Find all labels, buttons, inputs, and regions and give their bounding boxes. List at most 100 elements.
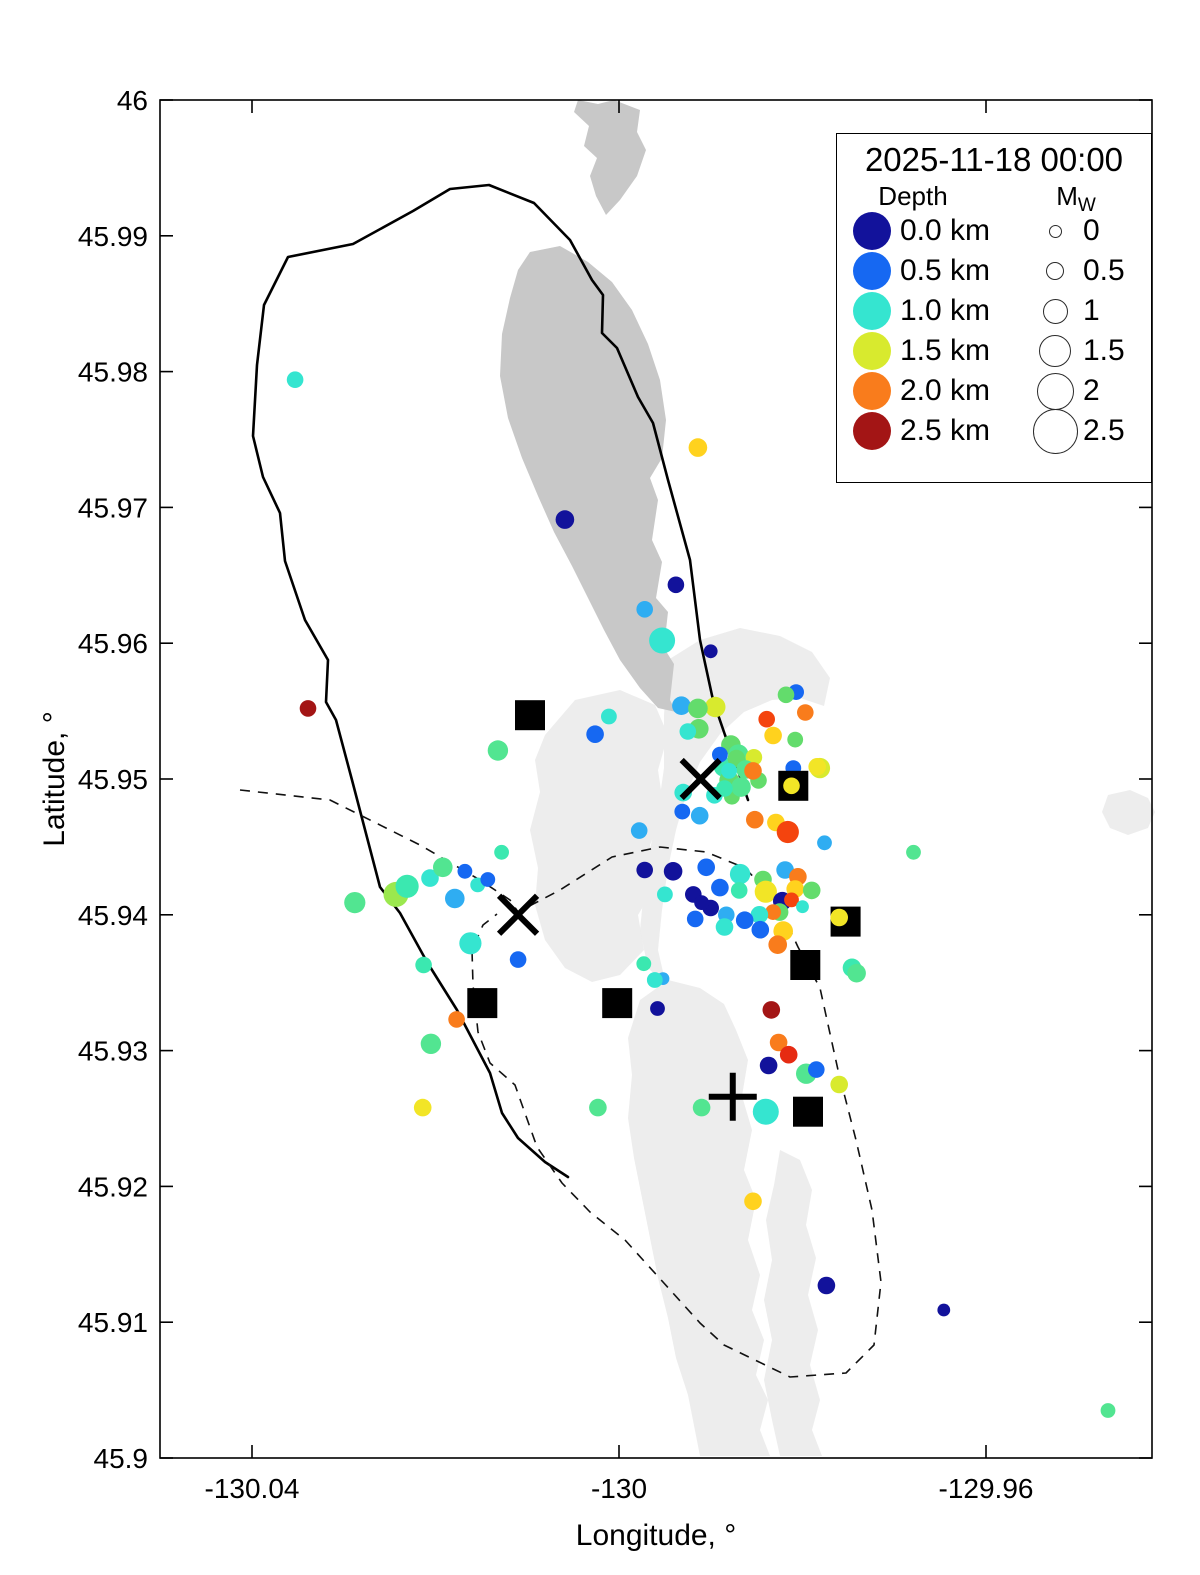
earthquake-dot <box>649 627 676 654</box>
earthquake-dot <box>711 878 729 897</box>
earthquake-dot <box>555 510 575 529</box>
earthquake-dot <box>688 438 708 457</box>
earthquake-dot <box>787 731 804 748</box>
y-tick-label: 45.92 <box>78 1171 148 1202</box>
land-dark-polygon <box>574 100 646 215</box>
earthquake-dot <box>744 1192 762 1211</box>
station-square-marker <box>467 988 498 1019</box>
y-tick-label: 45.91 <box>78 1307 148 1338</box>
legend-mw-row: 0 <box>1031 211 1141 251</box>
earthquake-dot <box>692 1098 711 1117</box>
earthquake-dot <box>777 686 795 704</box>
earthquake-dot <box>636 861 653 879</box>
mw-size-circle <box>1042 298 1068 324</box>
land-light-polygon <box>764 1150 822 1456</box>
mw-size-circle <box>1036 372 1074 410</box>
earthquake-dot <box>674 803 691 820</box>
land-light-polygon <box>1102 790 1155 835</box>
legend-depth-row: 2.5 km <box>853 411 1031 451</box>
earthquake-layer <box>286 371 1116 1418</box>
depth-row-label: 2.0 km <box>900 374 991 407</box>
land-light-polygon <box>640 628 830 985</box>
mw-size-circle <box>1039 335 1071 367</box>
earthquake-dot <box>712 746 728 763</box>
earthquake-dot <box>754 880 777 903</box>
legend-depth-row: 2.0 km <box>853 371 1031 411</box>
y-tick-label: 45.9 <box>94 1443 149 1474</box>
earthquake-dot <box>765 904 781 920</box>
earthquake-dot <box>744 762 762 780</box>
caldera-outline-layer <box>239 183 882 1378</box>
earthquake-dot <box>697 858 715 877</box>
earthquake-dot <box>413 1098 432 1117</box>
legend-depth-row: 1.0 km <box>853 291 1031 331</box>
x-marker <box>679 757 722 801</box>
earthquake-dot <box>601 708 617 725</box>
station-square-marker <box>790 950 821 980</box>
axes-frame-layer <box>159 99 1153 1459</box>
earthquake-dot <box>735 911 754 929</box>
station-square-marker <box>793 1096 823 1127</box>
earthquake-dot <box>420 1033 442 1055</box>
y-tick-label: 45.97 <box>78 492 148 523</box>
bathymetry-land-layer <box>500 100 1155 1456</box>
legend-title: 2025-11-18 00:00 <box>864 141 1124 178</box>
earthquake-dot <box>694 895 709 910</box>
earthquake-dot <box>663 862 683 881</box>
legend-mw-row: 2 <box>1031 371 1141 411</box>
earthquake-dot <box>686 910 704 928</box>
earthquake-dot <box>847 963 866 983</box>
earthquake-dot <box>721 763 737 779</box>
legend-depth-row: 0.5 km <box>853 251 1031 291</box>
earthquake-dot <box>784 892 799 908</box>
earthquake-dot <box>690 806 709 825</box>
caldera-rim-outline <box>251 183 750 1179</box>
earthquake-dot <box>448 1011 465 1028</box>
mw-size-circle <box>1048 224 1062 238</box>
mw-row-label: 0 <box>1083 214 1100 247</box>
legend: 2025-11-18 00:00 Depth 0.0 km 0.5 km 1.0 k… <box>836 133 1152 483</box>
y-tick-label: 45.94 <box>78 900 148 931</box>
depth-color-swatch <box>853 292 891 330</box>
mw-row-label: 1 <box>1083 294 1100 327</box>
earthquake-dot <box>779 1045 798 1064</box>
legend-mw-column: MW 0 0.5 1 1.5 2 2.5 <box>1031 181 1141 454</box>
earthquake-dot <box>730 882 748 899</box>
earthquake-dot <box>759 1056 778 1075</box>
earthquake-dot <box>715 918 734 936</box>
earthquake-dot <box>768 935 787 954</box>
mw-row-label: 2 <box>1083 374 1100 407</box>
earthquake-top-layer <box>783 777 848 927</box>
depth-row-label: 1.0 km <box>900 294 991 327</box>
mw-size-circle <box>1046 262 1064 280</box>
earthquake-dot <box>1100 1403 1116 1418</box>
earthquake-dot <box>650 1001 665 1016</box>
depth-row-label: 0.5 km <box>900 254 991 287</box>
legend-mw-header: MW <box>1056 181 1096 217</box>
earthquake-dot <box>750 906 769 924</box>
depth-color-swatch <box>853 212 891 250</box>
depth-row-label: 0.0 km <box>900 214 991 247</box>
earthquake-dot <box>937 1303 951 1317</box>
legend-depth-row: 1.5 km <box>853 331 1031 371</box>
earthquake-dot <box>751 920 770 939</box>
mw-size-cell <box>1031 298 1079 324</box>
earthquake-dot <box>830 908 848 927</box>
y-tick-label: 45.96 <box>78 628 148 659</box>
earthquake-dot <box>421 869 439 887</box>
legend-depth-header: Depth <box>878 181 948 211</box>
earthquake-dot <box>636 601 653 618</box>
mw-row-label: 0.5 <box>1083 254 1125 287</box>
mw-row-label: 2.5 <box>1083 414 1125 447</box>
earthquake-dot <box>344 892 366 914</box>
earthquake-dot <box>703 644 718 659</box>
plus-marker <box>708 1072 757 1121</box>
y-tick-label: 45.98 <box>78 357 148 388</box>
depth-color-swatch <box>853 332 891 370</box>
depth-color-swatch <box>853 252 891 290</box>
station-square-marker <box>602 988 633 1019</box>
earthquake-dot <box>817 835 832 851</box>
depth-row-label: 2.5 km <box>900 414 991 447</box>
land-light-polygon <box>530 690 668 982</box>
earthquake-dot <box>797 704 814 721</box>
